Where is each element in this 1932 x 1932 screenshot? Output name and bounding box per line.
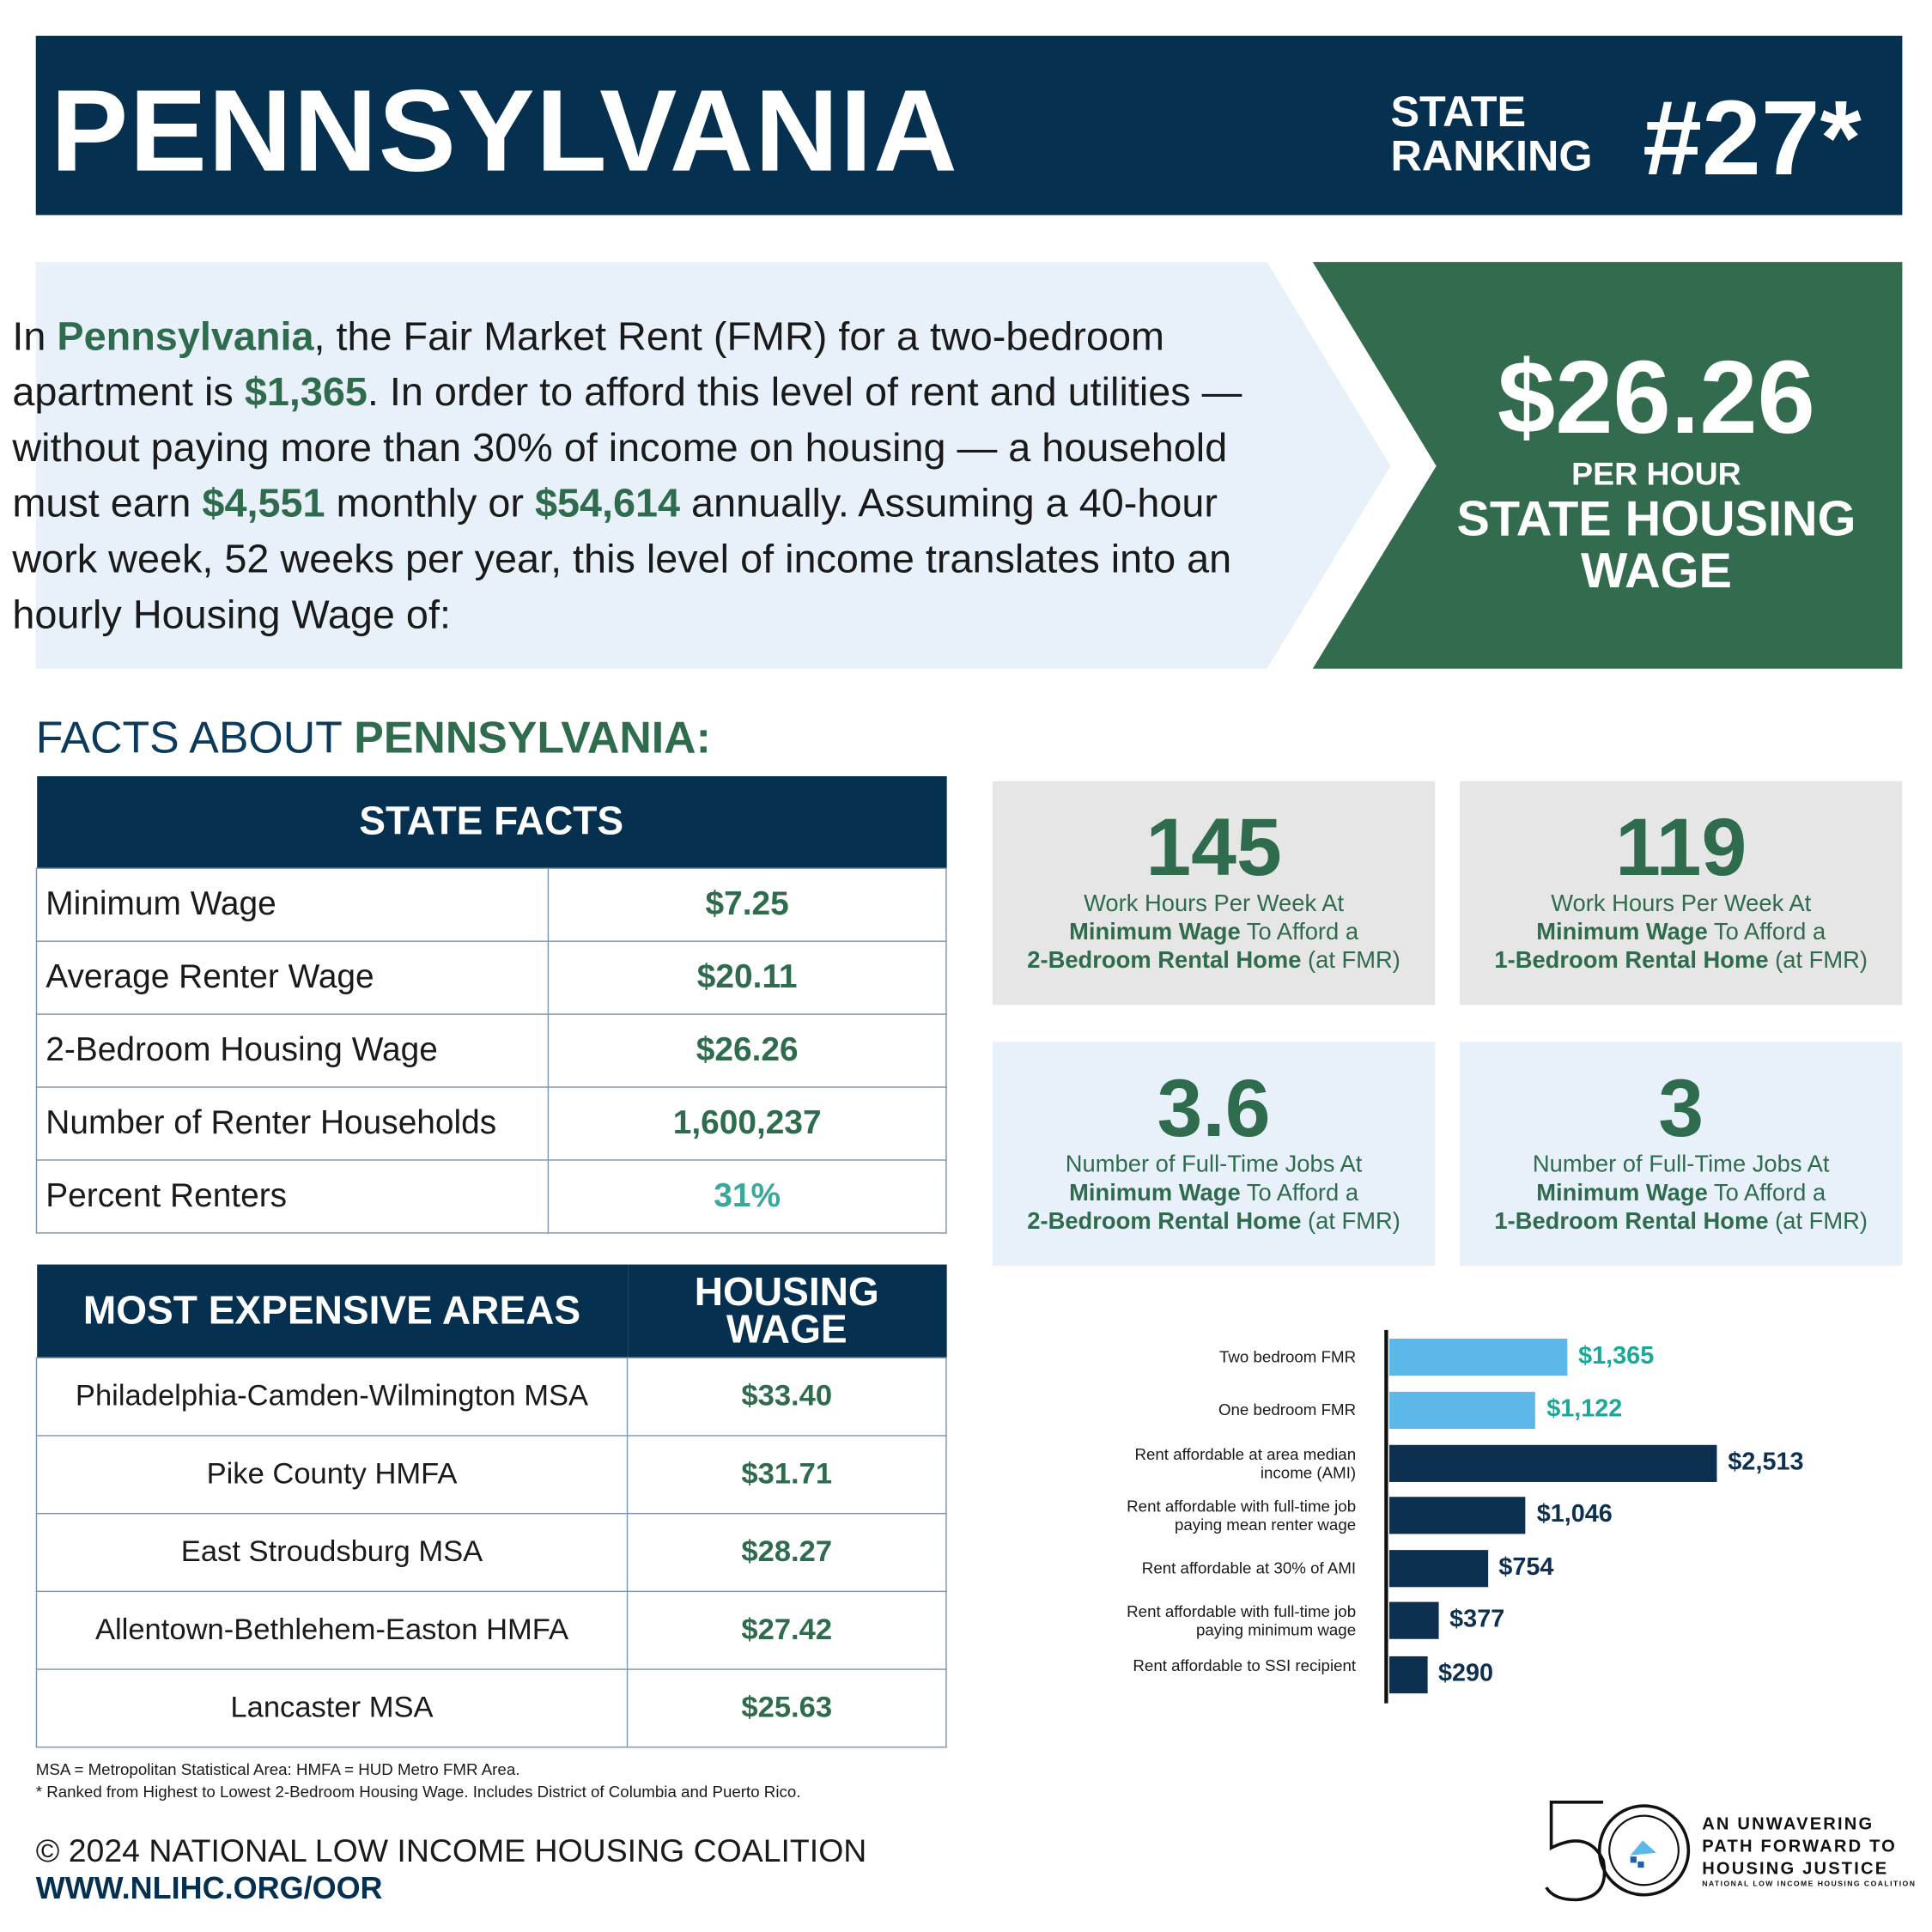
fact-label: Percent Renters	[35, 1158, 550, 1233]
wage-per: PER HOUR	[1571, 454, 1741, 492]
table-row: Number of Renter Households 1,600,237	[35, 1085, 947, 1160]
stat-box: 3.6 Number of Full-Time Jobs At Minimum Wa…	[992, 1042, 1436, 1267]
bar	[1388, 1497, 1526, 1534]
bar	[1388, 1391, 1536, 1430]
table-row: 2-Bedroom Housing Wage $26.26	[35, 1012, 947, 1088]
fact-label: Average Renter Wage	[35, 939, 550, 1015]
expensive-areas-table: MOST EXPENSIVE AREAS HOUSING WAGE Philade…	[35, 1264, 947, 1747]
bar	[1388, 1338, 1568, 1376]
ranking-label: STATE RANKING	[1390, 88, 1593, 181]
bar	[1388, 1550, 1488, 1588]
state-title: PENNSYLVANIA	[51, 65, 959, 196]
website-link[interactable]: WWW.NLIHC.ORG/OOR	[35, 1871, 383, 1906]
table-row: Average Renter Wage $20.11	[35, 939, 947, 1015]
facts-heading: FACTS ABOUT PENNSYLVANIA:	[35, 712, 711, 763]
bar-category-label: Rent affordable to SSI recipient	[1133, 1656, 1357, 1675]
bar-category-label: Rent affordable with full-time job payin…	[1127, 1601, 1357, 1639]
stat-box: 145 Work Hours Per Week At Minimum Wage To…	[992, 781, 1436, 1005]
bar-value-label: $377	[1449, 1605, 1505, 1633]
footnote: * Ranked from Highest to Lowest 2-Bedroo…	[35, 1782, 801, 1801]
table-row: East Stroudsburg MSA $28.27	[35, 1512, 947, 1592]
fact-value: $20.11	[547, 939, 947, 1015]
area-wage: $25.63	[626, 1668, 947, 1747]
ranking-label-2: RANKING	[1390, 132, 1593, 181]
anniversary-logo	[1545, 1800, 1691, 1902]
col-header-wage: HOUSING WAGE	[627, 1264, 946, 1358]
wage-panel	[1312, 262, 1903, 669]
bar	[1388, 1601, 1439, 1639]
fact-value: $26.26	[547, 1012, 947, 1088]
table-row: Philadelphia-Camden-Wilmington MSA $33.40	[35, 1356, 947, 1436]
area-name: Philadelphia-Camden-Wilmington MSA	[35, 1356, 629, 1436]
state-facts-title: STATE FACTS	[36, 776, 946, 868]
table-row: Minimum Wage $7.25	[35, 866, 947, 942]
fact-label: Number of Renter Households	[35, 1085, 550, 1160]
fact-value: 31%	[547, 1158, 947, 1233]
fact-value: $7.25	[547, 866, 947, 942]
area-wage: $28.27	[626, 1512, 947, 1592]
header-banner: PENNSYLVANIA STATE RANKING #27*	[35, 35, 1903, 216]
bar-category-label: One bedroom FMR	[1218, 1400, 1357, 1419]
bar-value-label: $1,046	[1536, 1500, 1613, 1528]
bar-value-label: $2,513	[1728, 1449, 1804, 1476]
copyright: © 2024 NATIONAL LOW INCOME HOUSING COALI…	[35, 1832, 867, 1869]
bar-category-label: Rent affordable at 30% of AMI	[1141, 1558, 1357, 1577]
state-ranking: #27*	[1643, 79, 1862, 198]
logo-tagline: AN UNWAVERING PATH FORWARD TO HOUSING JUST…	[1702, 1812, 1916, 1891]
area-name: Pike County HMFA	[35, 1434, 629, 1514]
table-row: Pike County HMFA $31.71	[35, 1434, 947, 1514]
bar-value-label: $1,122	[1546, 1395, 1623, 1423]
intro-text: In Pennsylvania, the Fair Market Rent (F…	[12, 313, 1242, 637]
bar-category-label: Two bedroom FMR	[1218, 1347, 1357, 1366]
table-row: Lancaster MSA $25.63	[35, 1668, 947, 1747]
ranking-label-1: STATE	[1390, 88, 1527, 137]
stat-box: 119 Work Hours Per Week At Minimum Wage To…	[1460, 781, 1903, 1005]
logo-org: NATIONAL LOW INCOME HOUSING COALITION	[1702, 1880, 1917, 1889]
area-wage: $33.40	[626, 1356, 947, 1436]
bar	[1388, 1444, 1717, 1482]
bar-category-label: Rent affordable with full-time job payin…	[1127, 1497, 1357, 1534]
fact-value: 1,600,237	[547, 1085, 947, 1160]
state-facts-table: STATE FACTS Minimum Wage $7.25 Average Re…	[35, 776, 947, 1233]
bar-value-label: $290	[1437, 1660, 1494, 1687]
house-icon	[1630, 1840, 1656, 1856]
area-name: Lancaster MSA	[35, 1668, 629, 1747]
bar	[1388, 1656, 1428, 1694]
stat-box: 3 Number of Full-Time Jobs At Minimum Wage…	[1460, 1042, 1903, 1267]
area-name: East Stroudsburg MSA	[35, 1512, 629, 1592]
intro-shapes	[35, 262, 1903, 669]
bar-category-label: Rent affordable at area median income (A…	[1134, 1444, 1357, 1482]
table-row: Allentown-Bethlehem-Easton HMFA $27.42	[35, 1589, 947, 1670]
col-header-area: MOST EXPENSIVE AREAS	[36, 1264, 628, 1358]
footnote: MSA = Metropolitan Statistical Area: HMF…	[35, 1759, 520, 1779]
intro-panel	[35, 262, 1391, 669]
table-row: Percent Renters 31%	[35, 1158, 947, 1233]
chart-axis	[1384, 1329, 1388, 1704]
area-name: Allentown-Bethlehem-Easton HMFA	[35, 1589, 629, 1670]
wage-value: $26.26	[1497, 338, 1815, 455]
fact-label: 2-Bedroom Housing Wage	[35, 1012, 550, 1088]
wage-label: STATE HOUSING WAGE	[1456, 491, 1856, 598]
area-wage: $27.42	[626, 1589, 947, 1670]
fact-label: Minimum Wage	[35, 866, 550, 942]
bar-value-label: $1,365	[1578, 1342, 1655, 1370]
bar-value-label: $754	[1498, 1553, 1554, 1582]
area-wage: $31.71	[626, 1434, 947, 1514]
housing-wage: $26.26 PER HOUR STATE HOUSING WAGE	[1409, 340, 1904, 597]
